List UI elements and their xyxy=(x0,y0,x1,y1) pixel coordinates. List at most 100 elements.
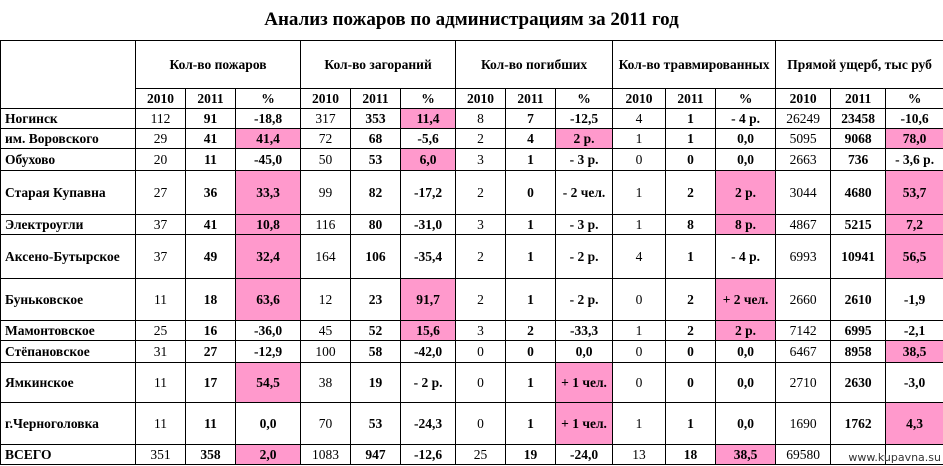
cell: 72 xyxy=(300,128,352,149)
row-name: им. Воровского xyxy=(0,128,136,149)
cell: 2,0 xyxy=(234,444,302,465)
cell: 0,0 xyxy=(715,148,777,171)
cell: -31,0 xyxy=(400,214,457,235)
cell: 106 xyxy=(350,234,402,279)
cell: 25 xyxy=(455,444,507,465)
cell: 1 xyxy=(505,362,557,403)
cell: 41 xyxy=(185,128,236,149)
cell: 1 xyxy=(612,214,667,235)
subheader: % xyxy=(234,88,302,109)
subheader: 2011 xyxy=(665,88,717,109)
cell: 45 xyxy=(300,320,352,341)
cell: 53,7 xyxy=(885,170,943,215)
data-row: им. Воровского 29 41 41,4 72 68 -5,6 2 4 2 р. 1 1 0,… xyxy=(0,128,943,149)
group-header: Прямой ущерб, тыс руб xyxy=(775,40,943,89)
cell: -17,2 xyxy=(400,170,457,215)
subheader: 2011 xyxy=(185,88,236,109)
cell: 2610 xyxy=(830,278,887,321)
cell: -24,0 xyxy=(555,444,614,465)
cell: 2710 xyxy=(775,362,832,403)
cell: 12 xyxy=(300,278,352,321)
cell: 23458 xyxy=(830,108,887,129)
cell: 947 xyxy=(350,444,402,465)
cell: - 2 р. xyxy=(400,362,457,403)
cell: 2 xyxy=(665,278,717,321)
cell: 7,2 xyxy=(885,214,943,235)
cell: 13 xyxy=(612,444,667,465)
cell: 0 xyxy=(665,340,717,363)
cell: 0 xyxy=(665,362,717,403)
cell: 3044 xyxy=(775,170,832,215)
cell: 91 xyxy=(185,108,236,129)
subheader: % xyxy=(885,88,943,109)
row-name: Ямкинское xyxy=(0,362,136,403)
cell: 0,0 xyxy=(555,340,614,363)
cell: 27 xyxy=(185,340,236,363)
cell: -12,5 xyxy=(555,108,614,129)
cell: 63,6 xyxy=(234,278,302,321)
cell: -45,0 xyxy=(234,148,302,171)
cell: 0 xyxy=(612,340,667,363)
cell: -36,0 xyxy=(234,320,302,341)
data-row: Обухово 20 11 -45,0 50 53 6,0 3 1- 3 р. 0 0 0,0 2663… xyxy=(0,148,943,171)
cell: 8958 xyxy=(830,340,887,363)
row-name: Обухово xyxy=(0,148,136,171)
cell: 5215 xyxy=(830,214,887,235)
cell: 6993 xyxy=(775,234,832,279)
cell: 1 xyxy=(665,234,717,279)
cell: - 2 р. xyxy=(555,278,614,321)
cell: 25 xyxy=(135,320,186,341)
cell: 8 р. xyxy=(715,214,777,235)
subheader: 2010 xyxy=(135,88,186,109)
cell: 38 xyxy=(300,362,352,403)
cell: 18 xyxy=(665,444,717,465)
cell: 11 xyxy=(135,402,186,445)
cell: 53 xyxy=(350,402,402,445)
subheader: 2010 xyxy=(775,88,832,109)
cell: -3,0 xyxy=(885,362,943,403)
cell: 0 xyxy=(455,362,507,403)
corner-cell xyxy=(0,40,136,109)
cell: 49 xyxy=(185,234,236,279)
cell: 16 xyxy=(185,320,236,341)
cell: 6995 xyxy=(830,320,887,341)
cell: 351 xyxy=(135,444,186,465)
fire-table: Кол-во пожаров Кол-во загораний Кол-во пог… xyxy=(0,40,943,465)
cell: 23 xyxy=(350,278,402,321)
cell: 11 xyxy=(185,402,236,445)
group-header: Кол-во загораний xyxy=(300,40,457,89)
cell: 1083 xyxy=(300,444,352,465)
cell: 0,0 xyxy=(715,402,777,445)
data-row: Буньковское 11 18 63,6 12 23 91,7 2 1- 2 р. 0 2 + 2… xyxy=(0,278,943,321)
row-name: Мамонтовское xyxy=(0,320,136,341)
cell: -18,8 xyxy=(234,108,302,129)
subheader: 2011 xyxy=(505,88,557,109)
cell: 70 xyxy=(300,402,352,445)
cell: -33,3 xyxy=(555,320,614,341)
row-name: Стёпановское xyxy=(0,340,136,363)
cell: 10941 xyxy=(830,234,887,279)
cell: 2 р. xyxy=(715,170,777,215)
cell: -2,1 xyxy=(885,320,943,341)
cell: 0,0 xyxy=(715,128,777,149)
cell: 1762 xyxy=(830,402,887,445)
cell: 2663 xyxy=(775,148,832,171)
cell: - 2 р. xyxy=(555,234,614,279)
cell: 38,5 xyxy=(885,340,943,363)
cell: 1 xyxy=(505,402,557,445)
cell: 2 р. xyxy=(715,320,777,341)
cell: 80 xyxy=(350,214,402,235)
cell: 3 xyxy=(455,148,507,171)
data-row: Электроугли 37 41 10,8 116 80 -31,0 3 1- 3 р. 1 8 8… xyxy=(0,214,943,235)
subheader: 2010 xyxy=(612,88,667,109)
cell: 2630 xyxy=(830,362,887,403)
cell: 37 xyxy=(135,234,186,279)
cell: 20 xyxy=(135,148,186,171)
cell: 11,4 xyxy=(400,108,457,129)
cell: 1 xyxy=(612,170,667,215)
cell: -42,0 xyxy=(400,340,457,363)
cell: + 1 чел. xyxy=(555,362,614,403)
cell: - 3 р. xyxy=(555,214,614,235)
cell: 1 xyxy=(505,214,557,235)
cell: 1 xyxy=(505,278,557,321)
